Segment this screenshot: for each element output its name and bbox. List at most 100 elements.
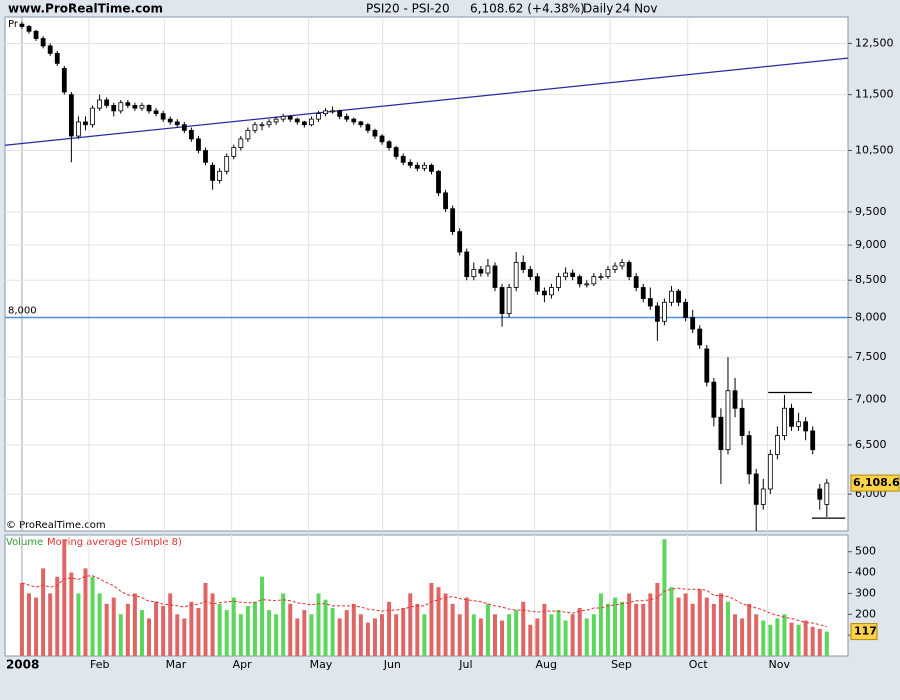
volume-bar <box>803 620 808 656</box>
volume-bar <box>394 614 399 656</box>
candle-body <box>803 421 809 432</box>
volume-bar <box>754 614 759 656</box>
candle-body <box>379 135 385 143</box>
candle-body <box>563 272 568 278</box>
candle-body <box>203 150 208 163</box>
volume-bar <box>415 603 420 656</box>
candle-body <box>266 121 272 126</box>
trend-line <box>4 57 849 146</box>
candle-body <box>301 121 307 126</box>
candle-body <box>316 113 321 120</box>
volume-bar <box>147 618 152 656</box>
candle-body <box>344 115 350 120</box>
volume-bar <box>408 593 413 656</box>
volume-bar <box>563 620 568 656</box>
candle-body <box>351 118 357 123</box>
volume-bar <box>387 601 392 656</box>
candle-body <box>570 272 576 278</box>
chart-title: PSI20 - PSI-20 <box>366 2 450 16</box>
volume-bar <box>401 608 406 656</box>
volume-bar <box>196 608 201 656</box>
volume-bar <box>238 614 243 656</box>
candle-body <box>90 107 95 126</box>
x-tick-label: Sep <box>611 658 632 671</box>
volume-bar <box>577 608 582 656</box>
volume-bar <box>365 622 370 656</box>
volume-bar <box>161 605 166 656</box>
candle-body <box>443 192 448 210</box>
candle-body <box>421 164 427 169</box>
volume-bar <box>591 614 596 656</box>
candle-body <box>400 155 406 163</box>
candle-body <box>40 38 46 47</box>
volume-bar <box>309 614 314 656</box>
volume-bar <box>648 593 653 656</box>
candle-body <box>520 262 526 270</box>
candle-body <box>774 435 780 455</box>
candle-body <box>54 52 60 64</box>
candle-body <box>323 110 328 115</box>
volume-bar <box>125 603 130 656</box>
volume-bar <box>19 582 24 656</box>
volume-bar <box>436 587 441 656</box>
volume-bar <box>817 628 822 656</box>
candle-body <box>174 121 180 126</box>
volume-bar <box>521 601 526 656</box>
y-tick-label: 300 <box>855 586 876 599</box>
volume-bar <box>224 610 229 656</box>
candle-body <box>273 118 279 123</box>
volume-bar <box>69 572 74 656</box>
volume-bar <box>485 603 490 656</box>
volume-bar <box>464 597 469 656</box>
volume-bar <box>111 597 116 656</box>
volume-bar <box>641 603 646 656</box>
candle-body <box>810 430 816 451</box>
volume-bar <box>605 603 610 656</box>
candle-body <box>478 269 484 274</box>
moving-average-line <box>21 575 827 628</box>
y-tick-label: 8,000 <box>855 310 887 323</box>
candle-body <box>662 301 667 322</box>
candle-body <box>711 381 717 418</box>
candle-body <box>725 390 731 451</box>
candle-body <box>647 298 653 307</box>
candle-body <box>633 276 639 288</box>
candle-body <box>817 488 823 500</box>
candle-body <box>619 262 625 267</box>
candle-body <box>683 301 689 318</box>
x-tick-label: May <box>310 658 333 671</box>
candle-body <box>287 115 293 120</box>
y-tick-label: 9,000 <box>855 238 887 251</box>
candle-body <box>556 276 561 288</box>
price-panel <box>4 16 849 532</box>
y-tick-label: 200 <box>855 607 876 620</box>
y-tick-label: 12,500 <box>855 36 894 49</box>
candle-body <box>125 102 131 106</box>
copyright: © ProRealTime.com <box>6 520 106 531</box>
candle-body <box>534 276 540 292</box>
volume-bar <box>683 593 688 656</box>
volume-bar <box>189 601 194 656</box>
volume-bar <box>733 614 738 656</box>
volume-bar <box>97 593 102 656</box>
x-tick-label: Apr <box>233 658 253 671</box>
period: Daily <box>583 2 613 16</box>
last-volume-box <box>850 623 878 641</box>
volume-bar <box>810 626 815 656</box>
volume-bar <box>542 603 547 656</box>
candle-body <box>252 124 258 131</box>
candle-body <box>330 110 335 113</box>
x-tick-label: Feb <box>90 658 109 671</box>
volume-bar <box>747 603 752 656</box>
volume-bar <box>669 587 674 656</box>
volume-bar <box>450 603 455 656</box>
volume-legend: Volume <box>6 537 43 548</box>
candle-body <box>640 287 646 299</box>
candle-body <box>97 99 103 109</box>
candle-body <box>499 287 505 315</box>
last-price-label: 6,108.62 <box>853 476 900 489</box>
candle-body <box>782 407 787 436</box>
candle-body <box>591 276 597 285</box>
volume-bar <box>337 618 342 656</box>
candle-body <box>196 138 201 151</box>
